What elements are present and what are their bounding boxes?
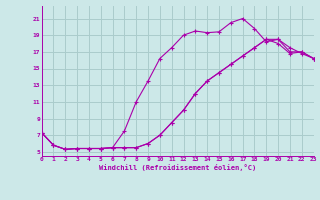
X-axis label: Windchill (Refroidissement éolien,°C): Windchill (Refroidissement éolien,°C)	[99, 164, 256, 171]
